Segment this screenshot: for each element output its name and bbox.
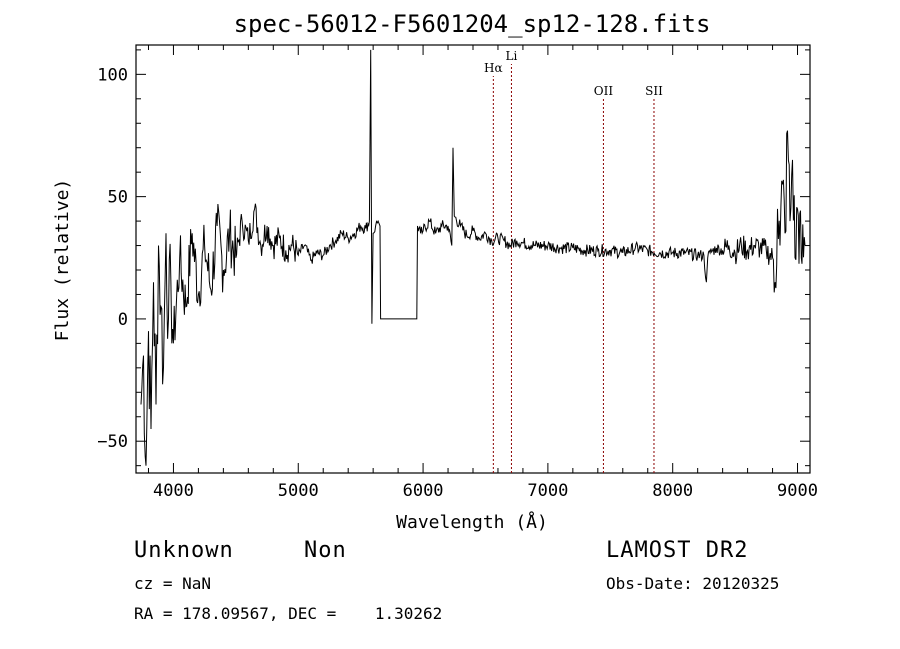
x-tick-label: 7000 xyxy=(527,481,568,501)
spectral-line-label: Li xyxy=(506,49,518,63)
spectrum-series-line xyxy=(140,49,806,466)
y-tick-label: 0 xyxy=(118,310,128,330)
spectral-line-label: Hα xyxy=(484,61,503,75)
y-tick-label: 100 xyxy=(97,65,128,85)
x-axis-label: Wavelength (Å) xyxy=(396,511,548,533)
chart-title: spec-56012-F5601204_sp12-128.fits xyxy=(234,10,711,38)
spectral-line-label: OII xyxy=(594,84,614,98)
object-subclass: Non xyxy=(304,538,347,563)
axis-ticks: 4000 5000 6000 7000 8000 9000 −50 0 50 100 xyxy=(97,45,818,501)
y-tick-label: −50 xyxy=(97,432,128,452)
y-tick-label: 50 xyxy=(108,188,128,208)
y-axis-label: Flux (relative) xyxy=(52,179,73,342)
spectral-line-label: SII xyxy=(645,84,663,98)
redshift-readout: cz = NaN xyxy=(134,574,212,593)
x-tick-label: 5000 xyxy=(278,481,319,501)
x-tick-label: 6000 xyxy=(403,481,444,501)
plot-frame xyxy=(135,44,811,474)
observation-date: Obs-Date: 20120325 xyxy=(606,574,780,593)
x-tick-label: 9000 xyxy=(777,481,818,501)
survey-name: LAMOST DR2 xyxy=(606,538,749,563)
x-tick-label: 4000 xyxy=(153,481,194,501)
object-class: Unknown xyxy=(134,538,234,563)
x-tick-label: 8000 xyxy=(652,481,693,501)
coordinates-readout: RA = 178.09567, DEC = 1.30262 xyxy=(134,604,443,623)
